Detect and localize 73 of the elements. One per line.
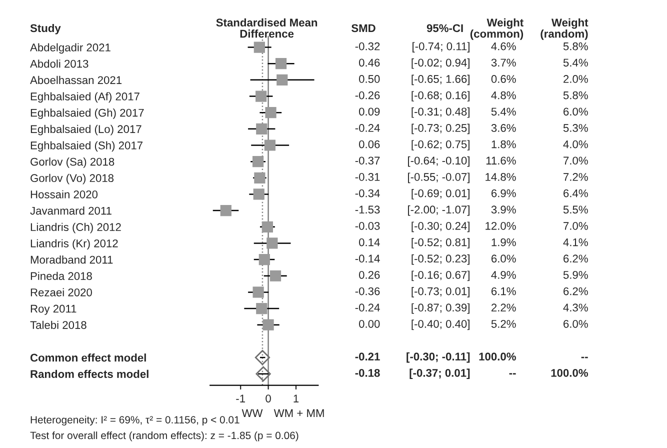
text: -0.32 [-0.74; 0.11] 4.6% 5.8% bbox=[355, 42, 588, 52]
point bbox=[252, 156, 264, 168]
text: -0.34 [-0.69; 0.01] 6.9% 6.4% bbox=[355, 189, 588, 200]
y-tick-label: Abdelgadir 2021 bbox=[30, 43, 110, 54]
x-tick-label: 0 bbox=[266, 394, 271, 402]
point bbox=[262, 319, 274, 330]
y-tick-label: Hossain 2020 bbox=[30, 190, 98, 198]
text: -0.37 [-0.64; -0.10] 11.6% 7.0% bbox=[355, 156, 588, 167]
text: 0.06 [-0.62; 0.75] 1.8% 4.0% bbox=[359, 140, 588, 150]
point bbox=[254, 42, 265, 53]
y-tick-label: Gorlov (Sa) 2018 bbox=[30, 158, 114, 168]
text: Weight (random) bbox=[540, 18, 588, 40]
text: -1.53 [-2.00; -1.07] 3.9% 5.5% bbox=[355, 205, 588, 216]
text: Weight (common) bbox=[470, 18, 524, 40]
text: 95%-CI bbox=[426, 24, 463, 32]
text: 0.46 [-0.02; 0.94] 3.7% 5.4% bbox=[359, 58, 588, 69]
point bbox=[253, 188, 264, 200]
y-tick-label: Rezaei 2020 bbox=[30, 288, 92, 296]
text: 0.14 [-0.52; 0.81] 1.9% 4.1% bbox=[359, 238, 588, 248]
text: -0.18 [-0.37; 0.01] -- 100.0% bbox=[355, 368, 588, 380]
point bbox=[275, 58, 287, 70]
y-tick-label: Random effects model bbox=[30, 370, 148, 378]
point bbox=[256, 366, 271, 382]
y-tick-label: Aboelhassan 2021 bbox=[30, 76, 122, 84]
y-tick-label: Eghbalsaied (Af) 2017 bbox=[30, 92, 140, 103]
y-tick-label: Common effect model bbox=[30, 353, 146, 362]
y-tick-label: Roy 2011 bbox=[30, 304, 76, 315]
y-tick-label: Javanmard 2011 bbox=[30, 206, 112, 215]
y-tick-label: Liandris (Kr) 2012 bbox=[30, 239, 118, 250]
point bbox=[254, 350, 270, 366]
text: SMD bbox=[351, 24, 376, 32]
text: 0.26 [-0.16; 0.67] 4.9% 5.9% bbox=[359, 270, 588, 282]
text: -0.24 [-0.87; 0.39] 2.2% 4.3% bbox=[355, 303, 588, 314]
text: -0.24 [-0.73; 0.25] 3.6% 5.3% bbox=[355, 124, 588, 134]
point bbox=[266, 238, 278, 249]
text: Study bbox=[30, 24, 61, 34]
text: -0.21 [-0.30; -0.11] 100.0% -- bbox=[355, 352, 588, 363]
y-tick-label: Eghbalsaied (Sh) 2017 bbox=[30, 141, 142, 152]
point bbox=[256, 123, 268, 134]
text: 0.09 [-0.31; 0.48] 5.4% 6.0% bbox=[359, 107, 588, 118]
text: -0.03 [-0.30; 0.24] 12.0% 7.0% bbox=[355, 222, 588, 232]
text: -0.14 [-0.52; 0.23] 6.0% 6.2% bbox=[355, 254, 588, 265]
text: 0.50 [-0.65; 1.66] 0.6% 2.0% bbox=[359, 74, 588, 86]
y-tick-label: Eghbalsaied (Lo) 2017 bbox=[30, 124, 142, 136]
y-tick-label: Gorlov (Vo) 2018 bbox=[30, 174, 114, 184]
text: Heterogeneity: I² = 69%, τ² = 0.1156, p < 0.01 bbox=[30, 416, 240, 426]
text: -0.31 [-0.55; -0.07] 14.8% 7.2% bbox=[355, 172, 588, 184]
point bbox=[265, 107, 276, 118]
y-tick-label: Talebi 2018 bbox=[30, 320, 86, 329]
text: 0.00 [-0.40; 0.40] 5.2% 6.0% bbox=[359, 320, 588, 330]
annotation: Standardised Mean Difference bbox=[216, 18, 318, 38]
point bbox=[264, 140, 276, 151]
point bbox=[256, 302, 268, 314]
point bbox=[262, 221, 274, 232]
x-tick-label: 1 bbox=[294, 394, 299, 402]
point bbox=[258, 254, 270, 266]
text: WM + MM bbox=[274, 409, 324, 417]
text: WW bbox=[242, 409, 263, 417]
text: Test for overall effect (random effects): z = -1.85 (p = 0.06) bbox=[30, 431, 298, 442]
point bbox=[276, 74, 288, 86]
y-tick-label: Pineda 2018 bbox=[30, 272, 92, 280]
point bbox=[256, 90, 267, 102]
point bbox=[254, 172, 266, 184]
point bbox=[252, 286, 264, 298]
y-tick-label: Abdoli 2013 bbox=[30, 60, 88, 68]
text: -0.36 [-0.73; 0.01] 6.1% 6.2% bbox=[355, 287, 588, 298]
y-tick-label: Liandris (Ch) 2012 bbox=[30, 222, 121, 234]
point bbox=[270, 270, 282, 282]
point bbox=[220, 205, 232, 216]
text: -0.26 [-0.68; 0.16] 4.8% 5.8% bbox=[355, 91, 588, 102]
x-tick-label: -1 bbox=[236, 394, 245, 402]
y-tick-label: Eghbalsaied (Gh) 2017 bbox=[30, 108, 144, 119]
y-tick-label: Moradband 2011 bbox=[30, 256, 113, 264]
